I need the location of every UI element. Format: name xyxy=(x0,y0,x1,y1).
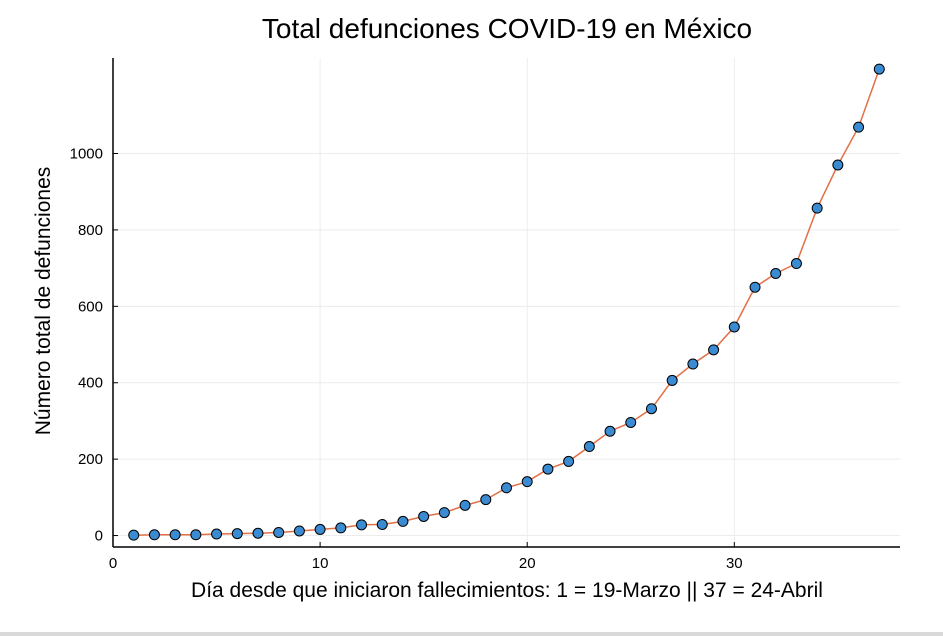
x-tick-label: 20 xyxy=(519,555,536,572)
data-point xyxy=(418,510,430,522)
data-point xyxy=(790,258,802,270)
data-point xyxy=(376,518,388,530)
data-point xyxy=(645,403,657,415)
data-point xyxy=(252,527,264,539)
data-point xyxy=(231,528,243,540)
data-point xyxy=(397,515,409,527)
x-tick-label: 30 xyxy=(726,555,743,572)
data-point xyxy=(459,499,471,511)
y-axis-label: Número total de defunciones xyxy=(32,167,55,436)
y-tick-label: 600 xyxy=(78,298,103,315)
data-point xyxy=(293,525,305,537)
data-point xyxy=(563,455,575,467)
data-point xyxy=(521,476,533,488)
data-point xyxy=(335,522,347,534)
bottom-divider xyxy=(0,632,943,636)
data-point xyxy=(666,374,678,386)
data-point xyxy=(811,202,823,214)
y-tick-label: 800 xyxy=(78,222,103,239)
y-tick-label: 1000 xyxy=(70,146,103,163)
data-point xyxy=(583,441,595,453)
data-point xyxy=(356,519,368,531)
tick-labels: 0 10 20 30 0 200 400 600 800 1000 xyxy=(70,146,743,572)
data-point xyxy=(832,159,844,171)
data-point xyxy=(749,281,761,293)
data-point xyxy=(480,494,492,506)
data-point xyxy=(708,344,720,356)
grid xyxy=(113,58,900,547)
x-tick-label: 0 xyxy=(109,555,117,572)
data-point xyxy=(128,529,140,541)
data-point xyxy=(873,63,885,75)
chart-title: Total defunciones COVID-19 en México xyxy=(262,13,752,44)
data-point xyxy=(625,416,637,428)
data-point xyxy=(273,526,285,538)
x-axis-label: Día desde que iniciaron fallecimientos: … xyxy=(191,579,823,602)
data-point xyxy=(728,321,740,333)
x-tick-label: 10 xyxy=(312,555,329,572)
data-point xyxy=(169,529,181,541)
data-markers xyxy=(128,63,885,541)
data-point xyxy=(211,528,223,540)
data-point xyxy=(853,121,865,133)
data-point xyxy=(314,523,326,535)
data-point xyxy=(687,358,699,370)
data-point xyxy=(604,425,616,437)
data-point xyxy=(438,507,450,519)
data-point xyxy=(542,463,554,475)
y-tick-label: 400 xyxy=(78,375,103,392)
axes xyxy=(112,58,900,548)
y-tick-label: 0 xyxy=(95,528,103,545)
data-point xyxy=(770,267,782,279)
y-tick-label: 200 xyxy=(78,451,103,468)
data-point xyxy=(148,529,160,541)
data-point xyxy=(190,529,202,541)
data-point xyxy=(501,482,512,494)
